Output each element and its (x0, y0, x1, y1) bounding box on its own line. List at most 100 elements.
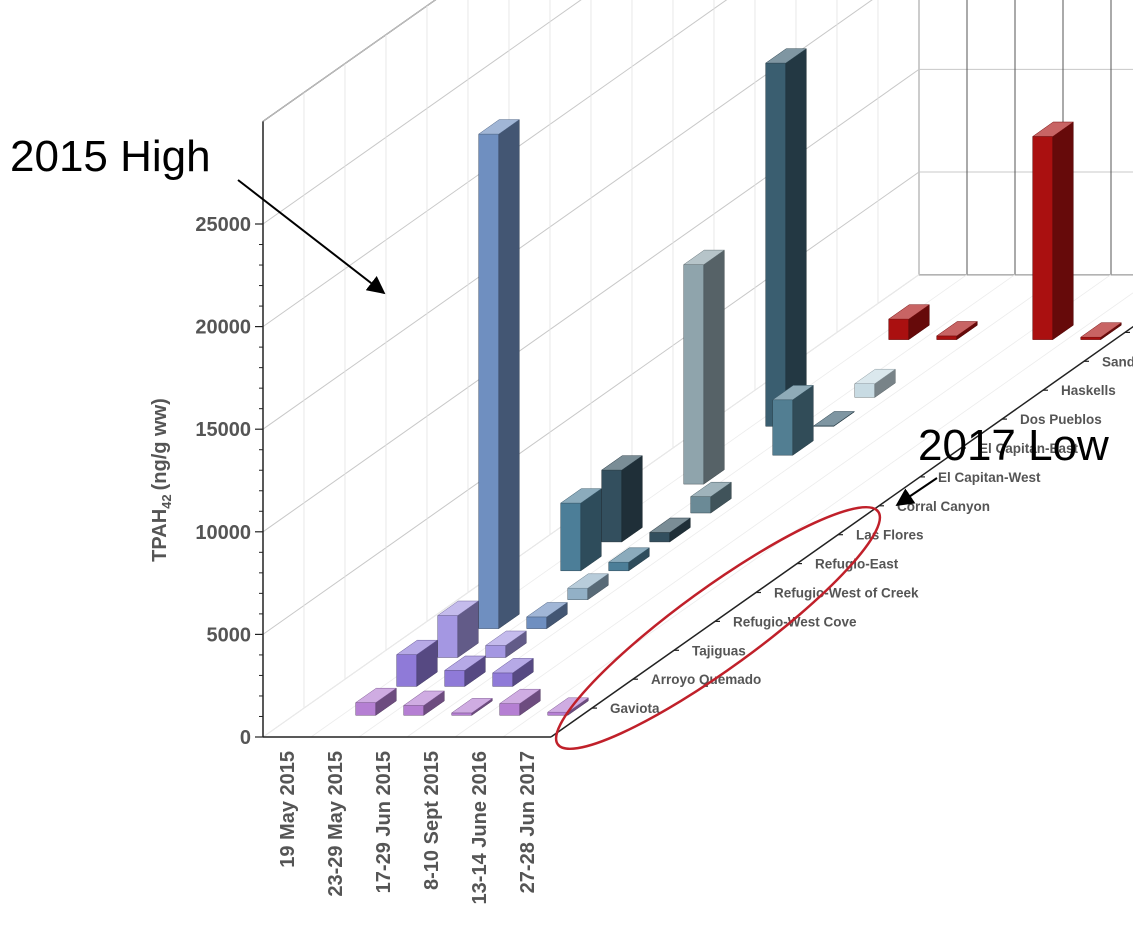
y-tick-label: 20000 (195, 317, 251, 339)
bar-top-face (395, 639, 439, 655)
bar-top-face (491, 658, 535, 674)
z-tick-label: Tajiguas (692, 643, 746, 658)
y-tick-label: 5000 (207, 624, 252, 646)
bar-front-face (608, 561, 630, 572)
y-axis-title-subscript: 42 (159, 494, 174, 508)
bar-front-face (936, 335, 958, 340)
bar-front-face (355, 702, 377, 716)
bar-front-face (478, 133, 500, 629)
bar-top-face (689, 481, 733, 497)
bar-front-face (396, 654, 418, 687)
gridline-horizontal (262, 0, 582, 225)
bar-top-face (771, 385, 815, 401)
low-highlight-ellipse (554, 505, 882, 751)
bar (812, 411, 856, 427)
z-tick-label: Gaviota (610, 701, 660, 716)
chart-walls (262, 0, 1133, 276)
bar-top-face (887, 304, 931, 320)
bar-top-face (402, 690, 446, 706)
bar-front-face (560, 502, 582, 572)
bar-top-face (764, 48, 808, 64)
bar (354, 687, 398, 716)
bar-top-face (484, 630, 528, 646)
bar-front-face (526, 616, 548, 629)
bar-front-face (690, 496, 712, 514)
y-tick-label: 15000 (195, 419, 251, 441)
bar-top-face (566, 573, 610, 589)
bar (935, 321, 979, 341)
bar-top-face (436, 600, 480, 616)
bar (689, 481, 733, 514)
annotation-2017-low: 2017 Low (918, 421, 1109, 470)
bar (498, 688, 542, 716)
x-tick-label: 23-29 May 2015 (325, 751, 347, 897)
bar-front-face (649, 532, 671, 543)
bar-top-face (600, 455, 644, 471)
x-tick-label: 17-29 Jun 2015 (373, 751, 395, 893)
bar-front-face (451, 712, 473, 716)
bar (600, 455, 644, 543)
bar-side-face (785, 48, 807, 427)
bar-front-face (601, 469, 623, 543)
bar (477, 119, 521, 630)
bar-top-face (1031, 121, 1075, 137)
bar (887, 304, 931, 341)
bar-front-face (499, 703, 521, 716)
x-tick-label: 8-10 Sept 2015 (421, 751, 443, 890)
z-tick-label: Refugio-East (815, 557, 899, 572)
bar-top-face (853, 368, 897, 384)
y-axis-title-main: TPAH (149, 509, 171, 562)
y-axis-title-unit: (ng/g ww) (149, 398, 171, 490)
bar-top-face (648, 517, 692, 533)
bar (436, 600, 480, 658)
bar (648, 517, 692, 543)
bar-top-face (607, 547, 651, 563)
y-tick-label: 10000 (195, 522, 251, 544)
bar-top-face (546, 697, 590, 713)
gridline-floor (502, 292, 1133, 738)
bar-side-face (498, 119, 520, 630)
bar (1031, 121, 1075, 341)
bar-top-face (682, 249, 726, 265)
bar-top-face (450, 698, 494, 714)
z-tick-label: Dos Pueblos (1020, 412, 1102, 427)
bar-front-face (444, 670, 466, 687)
bar (402, 690, 446, 716)
bar (566, 573, 610, 601)
bar-side-face (621, 455, 643, 543)
z-tick-label: Sands Beach (1102, 354, 1133, 369)
bar (607, 547, 651, 572)
bar (559, 488, 603, 572)
bar (484, 630, 528, 658)
low-arrow (895, 477, 938, 507)
z-tick-label: El Capitan-East (979, 441, 1079, 456)
chart-bars (354, 48, 1123, 716)
y-tick-label: 0 (240, 727, 251, 749)
bar-front-face (683, 264, 705, 485)
gridline-floor (454, 274, 1112, 738)
bar-side-face (1052, 121, 1074, 341)
bar-side-face (703, 249, 725, 485)
x-axis-date-labels: 19 May 2015 23-29 May 2015 17-29 Jun 2015 8… (277, 751, 539, 904)
bar-top-face (812, 411, 856, 427)
bar-top-face (935, 321, 979, 337)
y-axis-title: TPAH42 (ng/g ww) (149, 398, 174, 562)
bar-front-face (492, 672, 514, 687)
z-tick-label: Haskells (1061, 383, 1116, 398)
bar-front-face (403, 705, 425, 716)
z-tick-label: Las Flores (856, 528, 924, 543)
bar (443, 655, 487, 687)
z-tick-label: Refugio-West of Creek (774, 586, 919, 601)
bar-front-face (567, 587, 589, 600)
z-axis-site-labels: Gaviota Arroyo Quemado Tajiguas Refugio-Wes… (592, 331, 1133, 716)
bar-front-face (485, 645, 507, 658)
z-tick-label: El Capitan-West (938, 470, 1041, 485)
bar-top-face (1079, 322, 1123, 338)
bar-front-face (1080, 336, 1102, 340)
bar (546, 697, 590, 716)
back-wall (918, 0, 1133, 276)
bar (1079, 322, 1123, 341)
high-arrow (237, 179, 386, 295)
bar-front-face (854, 383, 876, 398)
